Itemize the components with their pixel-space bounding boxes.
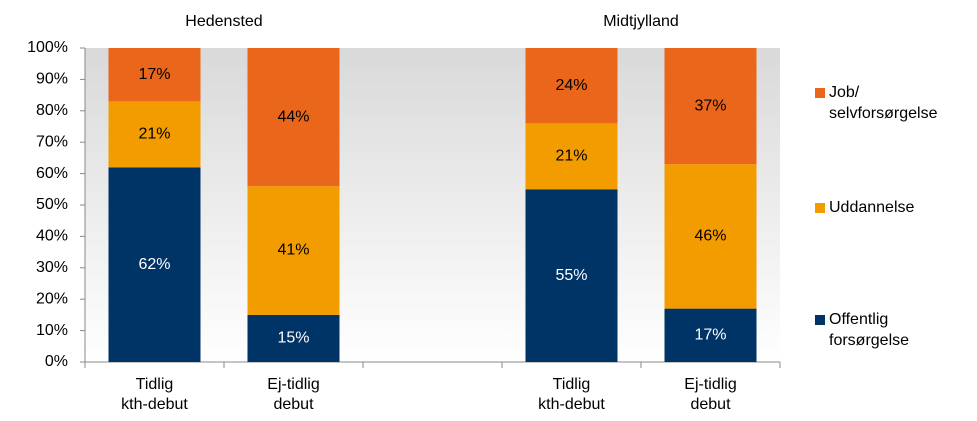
data-label: 37% xyxy=(694,97,726,114)
bar-segment xyxy=(525,189,618,362)
y-tick-label: 70% xyxy=(36,133,68,150)
y-tick-label: 100% xyxy=(27,39,68,56)
data-label: 24% xyxy=(555,77,587,94)
y-tick-label: 50% xyxy=(36,196,68,213)
legend-label: Job/selvforsørgelse xyxy=(829,84,938,122)
data-label: 17% xyxy=(138,66,170,83)
legend-swatch xyxy=(815,315,825,325)
legend-label: Offentlig forsørgelse xyxy=(829,311,909,349)
bar-segment xyxy=(525,123,618,190)
y-tick-label: 60% xyxy=(36,165,68,182)
y-tick-label: 20% xyxy=(36,290,68,307)
bar-segment xyxy=(664,164,757,309)
data-label: 21% xyxy=(138,126,170,143)
legend-swatch xyxy=(815,203,825,213)
data-label: 44% xyxy=(277,108,309,125)
bar-segment xyxy=(664,308,757,362)
legend-swatch xyxy=(815,88,825,98)
data-label: 46% xyxy=(694,228,726,245)
bar-segment xyxy=(247,186,340,315)
y-tick-label: 40% xyxy=(36,228,68,245)
plot-area xyxy=(85,48,780,362)
bar-segment xyxy=(108,167,201,362)
x-tick-label: Ej-tidlig debut xyxy=(267,376,319,413)
data-label: 15% xyxy=(277,330,309,347)
x-tick-label: Tidlig kth-debut xyxy=(538,376,605,413)
y-tick-label: 0% xyxy=(45,353,68,370)
bar-segment xyxy=(247,48,340,187)
data-label: 55% xyxy=(555,267,587,284)
y-tick-label: 30% xyxy=(36,259,68,276)
x-tick-label: Tidlig kth-debut xyxy=(121,376,188,413)
legend-label: Uddannelse xyxy=(829,199,915,216)
y-tick-label: 80% xyxy=(36,102,68,119)
data-label: 41% xyxy=(277,242,309,259)
y-tick-label: 90% xyxy=(36,71,68,88)
bar-segment xyxy=(108,48,201,102)
bar-segment xyxy=(525,48,618,124)
bar-segment xyxy=(108,101,201,168)
data-label: 62% xyxy=(138,256,170,273)
data-label: 21% xyxy=(555,148,587,165)
group-label: Midtjylland xyxy=(603,13,679,30)
bar-segment xyxy=(247,314,340,362)
y-tick-label: 10% xyxy=(36,322,68,339)
group-label: Hedensted xyxy=(185,13,262,30)
data-label: 17% xyxy=(694,327,726,344)
x-tick-label: Ej-tidlig debut xyxy=(684,376,736,413)
bar-segment xyxy=(664,48,757,165)
